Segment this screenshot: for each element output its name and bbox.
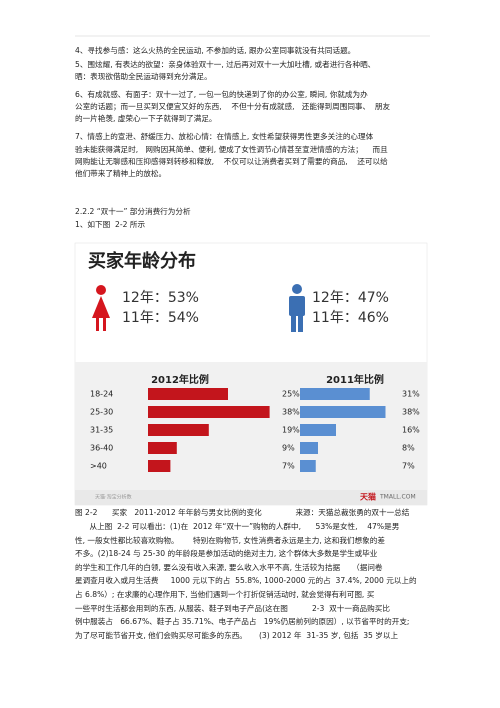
watermark: 天猫·淘宝分析数 — [95, 494, 132, 501]
value-label: 31% — [402, 390, 420, 399]
male-share: 12年：47% — [312, 290, 389, 306]
female-share: 12年：53% — [122, 290, 199, 306]
category-label: 18-24 — [90, 390, 113, 399]
paragraph-line: 的学生和工作几年的白领, 要么没有收入来源, 要么收入水平不高, 生活较为拮据 … — [75, 562, 383, 572]
value-label: 7% — [402, 462, 415, 471]
brand-url: TMALL.COM — [379, 494, 416, 501]
series-title: 2012年比例 — [151, 373, 209, 386]
bar — [300, 442, 318, 454]
paragraph-line: 不多。(2)18-24 与 25-30 的年龄段是参加活动的绝对主力, 这个群体… — [75, 549, 378, 559]
value-label: 8% — [402, 444, 415, 453]
value-label: 38% — [402, 408, 420, 417]
bar — [300, 460, 316, 472]
paragraph-line: 验未能获得满足时, 网购因其简单、便利, 便成了女性调节心情甚至宣泄情感的方法；… — [75, 145, 388, 154]
female-icon — [92, 285, 110, 331]
bar — [148, 442, 177, 454]
paragraph-line: 的一片艳羡, 虚荣心一下子就得到了满足。 — [75, 114, 217, 123]
paragraph-line: 为了尽可能节省开支, 他们会购买尽可能多的东西。 (3) 2012 年 31-3… — [75, 630, 399, 640]
chart-panel — [75, 362, 427, 490]
male-share: 11年：46% — [312, 310, 389, 326]
figure-caption: 图 2-2 买家 2011-2012 年年龄与男女比例的变化 来源：天猫总裁张勇… — [75, 508, 410, 517]
value-label: 7% — [282, 462, 295, 471]
paragraph-line: 性, 一般女性都比较喜欢购物。 特别在购物节, 女性消费者永远是主力, 这和我们… — [75, 535, 385, 545]
paragraph-line: 7、情感上的宣泄、舒缓压力、放松心情：在情感上, 女性希望获得男性更多关注的心理… — [75, 132, 374, 141]
paragraph-line: 5、围炫耀, 有表达的欲望：亲身体验双十一, 过后再对双十一大加吐槽, 或者进行… — [75, 60, 376, 69]
male-icon — [289, 284, 305, 332]
paragraph-line: 从上图 2-2 可以看出：(1)在 2012 年“双十一”购物的人群中, 53%… — [75, 522, 400, 531]
bar — [300, 388, 370, 400]
category-label: 36-40 — [90, 444, 113, 453]
bar — [300, 406, 386, 418]
paragraph-line: 公室的话题；而一旦买到又便宜又好的东西, 不但十分有成就感, 还能得到周围同事、… — [75, 102, 391, 111]
paragraph-line: 占 6.8%）; 在求廉的心理作用下, 当他们遇到一个打折促销活动时, 就会觉得… — [75, 590, 375, 599]
bar — [148, 460, 171, 472]
category-label: 25-30 — [90, 408, 113, 417]
bar — [148, 424, 209, 436]
value-label: 38% — [282, 408, 300, 417]
paragraph-line: 一些平时生活都会用到的东西, 从服装、鞋子到电子产品(这在图 2-3 双十一商品… — [75, 603, 390, 613]
bar — [148, 388, 228, 400]
value-label: 9% — [282, 444, 295, 453]
figure-title: 买家年龄分布 — [88, 250, 196, 272]
figure-footer — [75, 490, 427, 505]
value-label: 25% — [282, 390, 300, 399]
paragraph-line: 星调查月收入或月生活费 1000 元以下的占 55.8%, 1000-2000 … — [75, 576, 417, 586]
paragraph-line: 6、有成就感、有面子：双十一过了, 一包一包的快递到了你的办公室, 瞬间, 你就… — [75, 90, 368, 99]
bar — [300, 424, 336, 436]
series-title: 2011年比例 — [326, 373, 384, 386]
brand: 天猫 — [360, 492, 376, 502]
intro-line: 1、如下图 2-2 所示 — [75, 220, 146, 229]
paragraph-line: 网购能让无聊感和压抑感得到转移和释放, 不仅可以让消费者买到了需要的商品, 还可… — [75, 157, 388, 166]
category-label: 31-35 — [90, 426, 113, 435]
paragraph-line: 例中服装占 66.67%、鞋子占 35.71%、电子产品占 19%仍居前列的原因… — [75, 617, 410, 627]
female-share: 11年：54% — [122, 310, 199, 326]
bar — [148, 406, 270, 418]
category-label: >40 — [90, 462, 107, 471]
paragraph-line: 晒：表现欲借助全民运动得到充分满足。 — [75, 72, 212, 81]
section-heading: 2.2.2 “双十一” 部分消费行为分析 — [75, 207, 191, 216]
value-label: 19% — [282, 426, 300, 435]
paragraph-line: 他们带来了精神上的放松。 — [75, 169, 167, 178]
paragraph-line: 4、寻找参与感：这么火热的全民运动, 不参加的话, 跟办公室同事就没有共同话题。 — [75, 46, 356, 55]
value-label: 16% — [402, 426, 420, 435]
